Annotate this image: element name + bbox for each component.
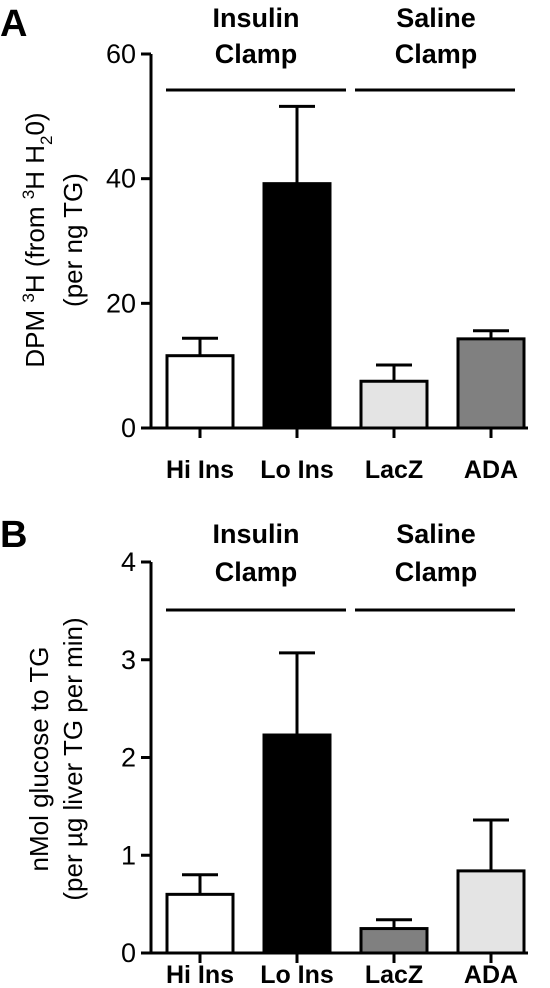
y-tick-label: 0 [121,413,136,443]
y-tick-label: 0 [121,938,136,968]
category-label: Hi Ins [166,961,234,988]
category-label: LacZ [365,456,423,484]
group-label-saline-line2-b: Clamp [395,557,478,587]
category-label: ADA [464,961,518,988]
group-label-saline-line2: Clamp [395,39,478,69]
bar-lacz [359,927,429,955]
bar-ada [456,337,526,430]
y-axis-label-line2: (per ng TG) [58,173,88,307]
category-label: Lo Ins [260,456,334,484]
group-label-insulin-line1-b: Insulin [213,519,300,549]
y-tick-label: 1 [121,840,136,870]
y-tick-label: 20 [106,288,136,318]
y-axis-label-line1: DPM 3H (from 3H H20) [19,112,56,367]
category-label: LacZ [365,961,423,988]
category-label: Lo Ins [260,961,334,988]
panel-letter-b: B [0,514,27,556]
y-tick-label: 4 [121,547,136,577]
plot-area-a: 0 20 40 60 Hi Ins Lo Ins LacZ ADA [106,39,528,484]
category-label: ADA [464,456,518,484]
group-label-insulin-line1: Insulin [213,3,300,33]
y-axis-label-line1-b: nMol glucose to TG [24,647,54,872]
group-label-insulin-line2-b: Clamp [215,557,298,587]
y-axis-label-line2-b: (per µg liver TG per min) [58,617,88,900]
bar-lo-ins [262,182,332,430]
y-tick-label: 2 [121,743,136,773]
panel-a: A Insulin Clamp Saline Clamp DPM 3H (fro… [0,3,528,484]
category-label: Hi Ins [166,456,234,484]
bar-lacz [359,379,429,430]
bar-hi-ins [165,892,235,955]
y-tick-label: 40 [106,164,136,194]
y-tick-label: 3 [121,645,136,675]
bar-lo-ins [262,733,332,955]
bar-ada [456,869,526,955]
group-label-saline-line1-b: Saline [396,519,476,549]
bar-hi-ins [165,354,235,430]
group-label-saline-line1: Saline [396,3,476,33]
panel-letter-a: A [0,3,27,45]
plot-area-b: 0 1 2 3 4 Hi Ins Lo Ins LacZ ADA [121,547,528,988]
group-label-insulin-line2: Clamp [215,39,298,69]
y-tick-label: 60 [106,39,136,69]
panel-b: B Insulin Clamp Saline Clamp nMol glucos… [0,514,528,988]
